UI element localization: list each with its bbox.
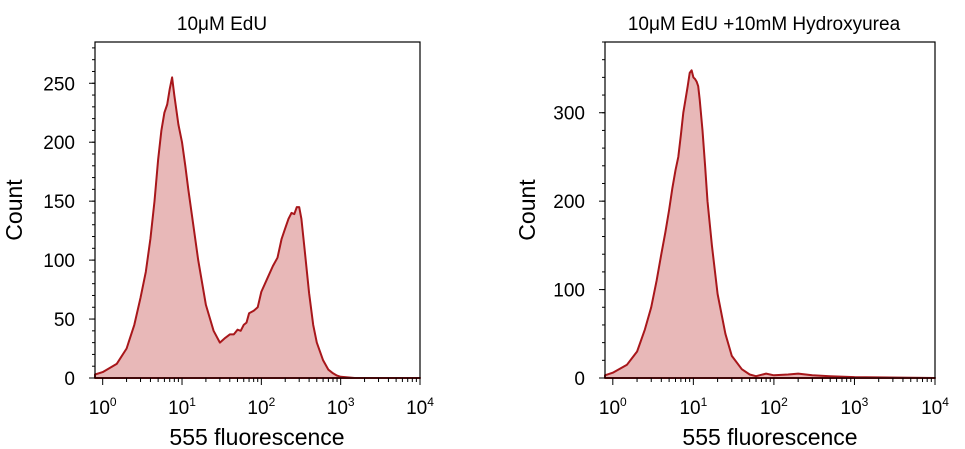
x-axis-label-edu-hydroxyurea: 555 fluorescence xyxy=(682,424,857,449)
y-tick-label: 200 xyxy=(43,133,75,154)
y-tick-label: 100 xyxy=(43,251,75,272)
x-axis-edu: 100 101 102 103 104 xyxy=(89,378,434,419)
histogram-series-edu-hydroxyurea xyxy=(604,69,936,379)
x-tick-label: 100 xyxy=(89,395,117,419)
y-tick-label: 0 xyxy=(64,369,75,390)
x-tick-label: 104 xyxy=(921,395,949,419)
x-axis-label-edu: 555 fluorescence xyxy=(169,424,344,449)
y-axis-edu: 0 50 100 150 200 250 xyxy=(43,47,95,390)
y-axis-label-edu: Count xyxy=(1,179,27,241)
x-tick-label: 102 xyxy=(247,395,275,419)
y-tick-label: 100 xyxy=(553,281,585,302)
x-tick-label: 103 xyxy=(327,395,355,419)
panel-edu-hydroxyurea: 10μM EdU +10mM Hydroxyurea 0 100 200 300 10… xyxy=(514,14,949,449)
x-tick-label: 104 xyxy=(406,395,434,419)
y-axis-label-edu-hydroxyurea: Count xyxy=(514,179,540,241)
panel-title-edu-hydroxyurea: 10μM EdU +10mM Hydroxyurea xyxy=(628,14,901,35)
histogram-series-edu xyxy=(94,76,421,379)
y-tick-label: 300 xyxy=(553,104,585,125)
x-tick-label: 101 xyxy=(168,395,196,419)
x-tick-label: 102 xyxy=(760,395,788,419)
x-axis-edu-hydroxyurea: 100 101 102 103 104 xyxy=(599,378,949,419)
panel-edu: 10μM EdU 0 50 100 150 200 250 100 101 102 103 104… xyxy=(1,14,434,449)
y-tick-label: 0 xyxy=(574,369,585,390)
y-tick-label: 250 xyxy=(43,74,75,95)
x-tick-label: 101 xyxy=(679,395,707,419)
x-tick-label: 100 xyxy=(599,395,627,419)
x-tick-label: 103 xyxy=(841,395,869,419)
y-tick-label: 200 xyxy=(553,192,585,213)
panel-title-edu: 10μM EdU xyxy=(177,14,267,35)
y-tick-label: 50 xyxy=(54,310,75,331)
y-axis-edu-hydroxyurea: 0 100 200 300 xyxy=(553,41,605,390)
y-tick-label: 150 xyxy=(43,192,75,213)
